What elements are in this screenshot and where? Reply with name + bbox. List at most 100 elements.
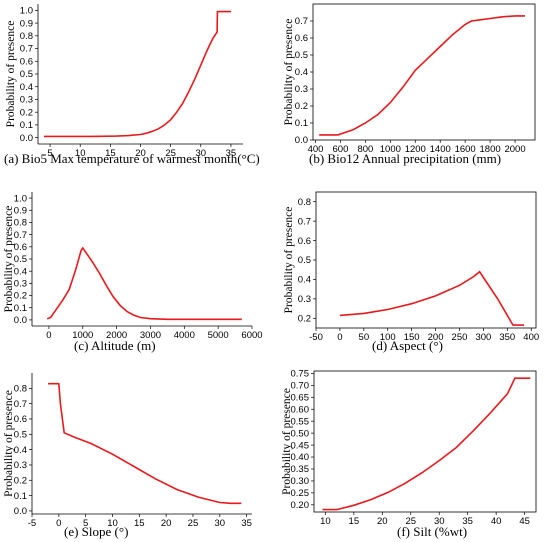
- x-tick-label: 15: [105, 148, 116, 159]
- y-axis-title: Probability of presence: [283, 207, 295, 314]
- x-tick-label: 10: [320, 516, 331, 527]
- x-tick-label: 2000: [504, 144, 525, 155]
- y-tick-label: 0.6: [14, 242, 27, 253]
- y-tick-label: 0.8: [298, 197, 311, 208]
- x-tick-label: 0: [56, 518, 61, 529]
- panel-caption: (c) Altitude (m): [74, 338, 156, 353]
- y-tick-label: 0.35: [291, 464, 310, 475]
- y-tick-label: 0.1: [14, 491, 27, 502]
- x-tick-label: -5: [28, 518, 36, 529]
- y-tick-label: 0.30: [291, 476, 310, 487]
- response-curve: [46, 246, 242, 321]
- x-tick-label: 35: [241, 518, 252, 529]
- y-tick-label: 0.7: [20, 44, 33, 55]
- plot-frame: [312, 3, 536, 141]
- x-tick-label: 25: [188, 518, 199, 529]
- x-tick-label: 1600: [455, 144, 476, 155]
- x-tick-label: 15: [349, 516, 360, 527]
- y-tick-label: 0.6: [295, 33, 308, 44]
- x-tick-label: 2000: [106, 330, 127, 341]
- y-tick-label: 0.0: [20, 133, 33, 144]
- x-tick-label: 1800: [480, 144, 501, 155]
- y-axis-title: Probability of presence: [5, 21, 17, 128]
- y-tick-label: 0.20: [291, 500, 310, 511]
- response-curve: [322, 377, 531, 511]
- y-tick-label: 0.50: [291, 428, 310, 439]
- x-tick-label: 35: [462, 516, 473, 527]
- response-curve: [339, 270, 524, 326]
- panel-caption: (e) Slope (°): [64, 524, 128, 539]
- y-tick-label: 0.0: [14, 506, 27, 517]
- x-tick-label: 350: [499, 332, 515, 343]
- y-axis-title: Probability of presence: [281, 388, 293, 495]
- x-tick-label: 50: [359, 332, 370, 343]
- x-tick-label: 6000: [241, 330, 262, 341]
- x-tick-label: 400: [523, 332, 539, 343]
- chart-panel-4: 0.2 0.3 0.4 0.5 0.6 0.7 0.8 -50 0 50 100 150 200 250 3…: [283, 191, 539, 353]
- y-tick-label: 0.4: [295, 67, 308, 78]
- x-tick-label: 4000: [174, 330, 195, 341]
- x-tick-label: 40: [491, 516, 502, 527]
- y-tick-label: 0.9: [20, 18, 33, 29]
- y-tick-label: 0.1: [295, 118, 308, 129]
- y-tick-label: 0.2: [14, 291, 27, 302]
- response-curve: [319, 15, 525, 136]
- plot-frame: [313, 370, 537, 513]
- y-tick-label: 0.2: [14, 475, 27, 486]
- y-tick-label: 0.3: [14, 460, 27, 471]
- y-tick-label: 0.6: [298, 236, 311, 247]
- y-tick-label: 0.60: [291, 404, 310, 415]
- x-tick-label: 1400: [430, 144, 451, 155]
- y-tick-label: 0.3: [298, 294, 311, 305]
- x-tick-label: 45: [519, 516, 530, 527]
- y-tick-label: 0.9: [14, 205, 27, 216]
- y-tick-label: 0.0: [14, 315, 27, 326]
- x-tick-label: 5: [47, 148, 52, 159]
- panel-caption: (b) Bio12 Annual precipitation (mm): [309, 151, 501, 166]
- response-curve: [44, 10, 231, 138]
- y-tick-label: 0.3: [14, 279, 27, 290]
- y-tick-label: 0.2: [295, 101, 308, 112]
- chart-panel-6: 0.200.250.300.350.400.450.500.550.600.65…: [281, 369, 537, 539]
- x-tick-label: 1200: [405, 144, 426, 155]
- y-tick-label: 0.5: [20, 69, 33, 80]
- chart-panel-2: 0.0 0.1 0.2 0.3 0.4 0.5 0.6 0.7 400 600 800 1000 120…: [283, 3, 536, 166]
- x-tick-label: 250: [452, 332, 468, 343]
- y-tick-label: 1.0: [14, 193, 27, 204]
- y-tick-label: 0.5: [298, 255, 311, 266]
- y-tick-label: 0.5: [14, 430, 27, 441]
- x-tick-label: 10: [107, 518, 118, 529]
- x-tick-label: 20: [377, 516, 388, 527]
- y-tick-label: 0.8: [20, 31, 33, 42]
- panel-caption: (d) Aspect (°): [372, 338, 443, 353]
- x-tick-label: 300: [475, 332, 491, 343]
- x-tick-label: 15: [134, 518, 145, 529]
- y-axis-title: Probability of presence: [283, 19, 295, 126]
- y-tick-label: 0.5: [14, 254, 27, 265]
- y-tick-label: 0.7: [295, 16, 308, 27]
- x-tick-label: 25: [405, 516, 416, 527]
- x-tick-label: 0: [46, 330, 51, 341]
- x-tick-label: 400: [308, 144, 324, 155]
- y-tick-label: 0.8: [14, 218, 27, 229]
- x-tick-label: 30: [215, 518, 226, 529]
- y-tick-label: 0.55: [291, 416, 310, 427]
- x-tick-label: 600: [333, 144, 349, 155]
- y-tick-label: 0.3: [20, 95, 33, 106]
- x-tick-label: 800: [357, 144, 373, 155]
- y-tick-label: 0.7: [14, 399, 27, 410]
- y-tick-label: 0.6: [14, 414, 27, 425]
- y-tick-label: 0.75: [291, 369, 310, 380]
- y-tick-label: 0.1: [14, 303, 27, 314]
- y-tick-label: 0.6: [20, 56, 33, 67]
- x-tick-label: 0: [337, 332, 342, 343]
- y-tick-label: 0.2: [20, 107, 33, 118]
- y-tick-label: 0.40: [291, 452, 310, 463]
- x-tick-label: 3000: [140, 330, 161, 341]
- panel-caption: (a) Bio5 Max temperature of warmest mont…: [4, 151, 260, 166]
- x-tick-label: 200: [428, 332, 444, 343]
- y-tick-label: 0.7: [298, 216, 311, 227]
- y-tick-label: 0.4: [20, 82, 33, 93]
- y-axis-title: Probability of presence: [3, 206, 15, 313]
- y-tick-label: 0.3: [295, 84, 308, 95]
